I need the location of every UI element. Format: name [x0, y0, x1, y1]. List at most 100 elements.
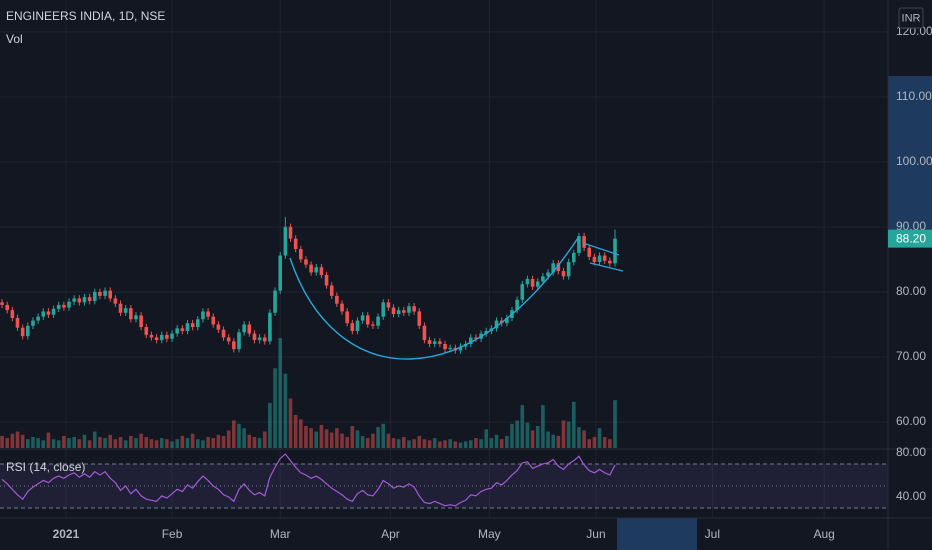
volume-bar — [494, 434, 499, 448]
volume-bar — [412, 439, 416, 448]
candle-body — [556, 263, 561, 272]
volume-bar — [546, 431, 550, 448]
candle-body — [123, 308, 128, 313]
candle-body — [56, 304, 61, 309]
candle-body — [402, 310, 406, 313]
candle-body — [535, 281, 540, 287]
volume-bar — [396, 439, 401, 448]
candle-body — [20, 327, 25, 337]
candle-body — [31, 320, 35, 326]
x-tick-label: Aug — [813, 527, 834, 541]
volume-layer — [0, 338, 617, 448]
volume-bar — [319, 424, 324, 448]
volume-bar — [505, 435, 509, 448]
volume-bar — [561, 420, 566, 448]
volume-bar — [468, 440, 473, 448]
volume-bar — [443, 440, 447, 448]
volume-bar — [46, 432, 51, 448]
volume-bar — [82, 434, 87, 448]
candle-body — [77, 298, 82, 303]
candle-body — [376, 316, 380, 326]
volume-bar — [0, 435, 4, 448]
volume-bar — [474, 438, 478, 448]
candle-body — [396, 310, 401, 315]
volume-bar — [175, 439, 179, 448]
x-tick-label: 2021 — [53, 527, 80, 541]
candle-body — [154, 337, 159, 341]
candle-body — [51, 308, 56, 315]
candle-body — [72, 298, 76, 302]
volume-bar — [242, 428, 246, 448]
candle-body — [613, 238, 617, 264]
volume-bar — [422, 439, 427, 448]
candle-body — [474, 337, 478, 339]
volume-bar — [597, 428, 602, 448]
volume-bar — [98, 437, 102, 448]
candle-body — [602, 255, 607, 261]
volume-bar — [520, 405, 525, 448]
candle-body — [391, 307, 396, 315]
candle-body — [108, 290, 113, 299]
candle-body — [134, 315, 138, 320]
rsi-title: RSI (14, close) — [6, 460, 85, 474]
candle-body — [407, 306, 411, 313]
candle-body — [216, 324, 221, 330]
currency-box[interactable] — [898, 7, 924, 29]
volume-bar — [582, 430, 586, 448]
volume-bar — [304, 426, 308, 448]
axes: 2021 Feb Mar Apr May Jun Jul Aug 60.00 70.00 80.00… — [53, 24, 932, 541]
candle-body — [129, 308, 133, 320]
volume-bar — [154, 440, 159, 448]
candle-body — [62, 304, 66, 308]
volume-bar — [566, 421, 571, 448]
x-tick-label: Jul — [705, 527, 720, 541]
volume-bar — [144, 437, 149, 448]
x-tick-label: Feb — [162, 527, 183, 541]
volume-bar — [556, 435, 561, 448]
x-tick-label: Mar — [270, 527, 291, 541]
volume-bar — [118, 437, 123, 448]
volume-bar — [62, 435, 66, 448]
volume-bar — [77, 439, 82, 448]
currency[interactable]: INR — [902, 12, 921, 24]
candle-body — [422, 325, 427, 341]
candle-body — [170, 333, 174, 339]
candle-body — [505, 317, 509, 324]
candle-body — [608, 260, 612, 264]
candle-body — [221, 329, 226, 338]
volume-bar — [499, 439, 504, 448]
volume-bar — [402, 437, 406, 448]
candle-body — [46, 311, 51, 315]
candle-body — [5, 304, 10, 311]
candle-body — [345, 311, 349, 324]
volume-bar — [572, 401, 576, 448]
candle-body — [113, 298, 118, 304]
candle-body — [417, 311, 422, 326]
volume-bar — [51, 439, 56, 448]
candle-body — [319, 267, 324, 276]
volume-bar — [541, 405, 545, 448]
volume-bar — [592, 437, 597, 448]
candle-body — [144, 327, 149, 335]
volume-bar — [463, 441, 468, 448]
x-tick-label: May — [478, 527, 501, 541]
candle-body — [577, 236, 581, 253]
volume-bar — [226, 430, 231, 448]
candle-body — [201, 311, 205, 320]
last-price-label: 88.20 — [896, 231, 926, 245]
candle-body — [587, 247, 592, 257]
candle-body — [340, 303, 344, 312]
volume-bar — [232, 420, 236, 448]
volume-bar — [206, 437, 210, 448]
y-tick-label: 100.00 — [896, 154, 932, 168]
volume-bar — [602, 437, 607, 448]
candle-body — [15, 317, 20, 328]
candle-body — [149, 334, 154, 338]
candle-body — [525, 278, 530, 285]
x-tick-label: Jun — [586, 527, 605, 541]
volume-bar — [26, 439, 30, 448]
volume-bar — [391, 438, 396, 448]
volume-bar — [15, 431, 20, 448]
candle-body — [314, 267, 319, 273]
candle-body — [242, 324, 246, 333]
